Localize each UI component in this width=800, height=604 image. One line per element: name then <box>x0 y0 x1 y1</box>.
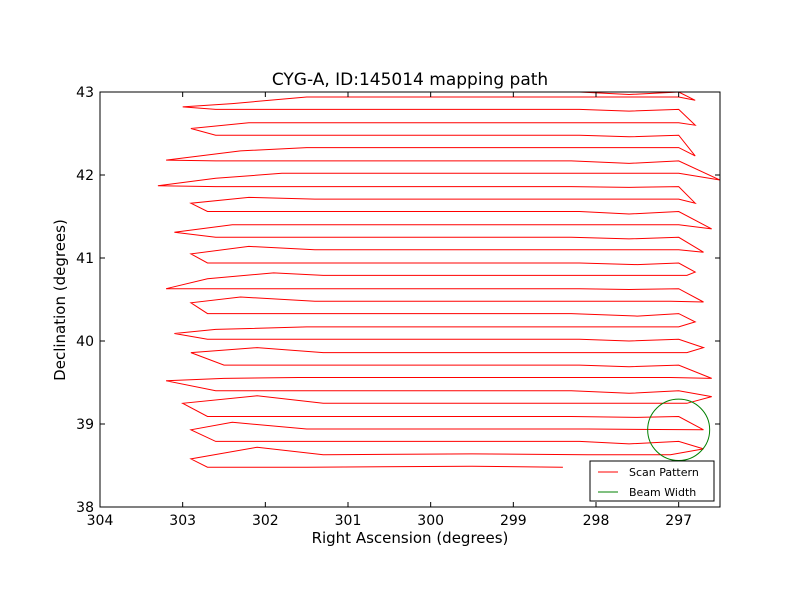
x-tick-label: 303 <box>169 513 196 529</box>
y-tick-label: 38 <box>76 500 94 516</box>
legend-label-beam-width: Beam Width <box>629 486 696 499</box>
x-tick-label: 302 <box>252 513 279 529</box>
legend-label-scan-pattern: Scan Pattern <box>629 466 699 479</box>
legend: Scan Pattern Beam Width <box>589 460 715 502</box>
plot-area: 304 303 302 301 300 299 298 297 38 39 40 41 42 43 <box>76 85 721 529</box>
y-axis-label: Declination (degrees) <box>51 219 69 381</box>
legend-box <box>589 460 715 502</box>
x-tick-label: 304 <box>87 513 114 529</box>
y-axis-ticks: 38 39 40 41 42 43 <box>76 85 720 516</box>
scan-pattern-line <box>157 92 720 468</box>
y-tick-label: 39 <box>76 417 94 433</box>
plot-frame <box>99 91 721 508</box>
x-tick-label: 300 <box>417 513 444 529</box>
plot-background <box>100 92 720 507</box>
x-axis-label: Right Ascension (degrees) <box>312 529 509 547</box>
y-tick-label: 40 <box>76 334 94 350</box>
x-axis-ticks: 304 303 302 301 300 299 298 297 <box>87 92 692 529</box>
y-tick-label: 42 <box>76 168 94 184</box>
chart-title: CYG-A, ID:145014 mapping path <box>272 70 548 90</box>
x-tick-label: 301 <box>335 513 362 529</box>
x-tick-label: 299 <box>500 513 527 529</box>
y-tick-label: 43 <box>76 85 94 101</box>
x-tick-label: 298 <box>583 513 610 529</box>
x-tick-label: 297 <box>665 513 692 529</box>
y-tick-label: 41 <box>76 251 94 267</box>
